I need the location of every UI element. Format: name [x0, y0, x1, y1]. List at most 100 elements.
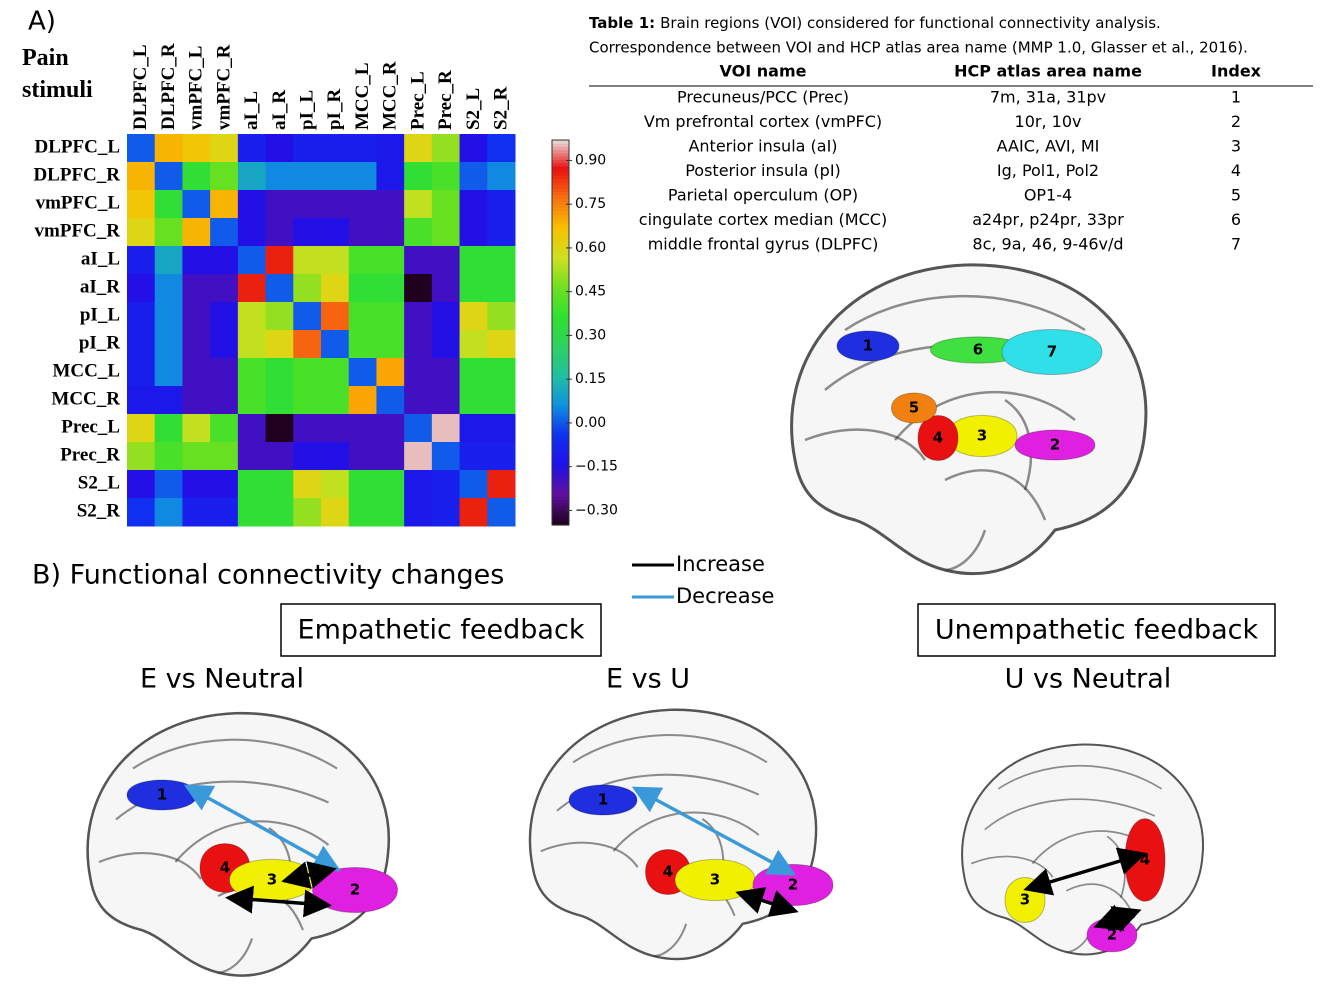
group-label: Empathetic feedback [298, 615, 585, 646]
colorbar-step [552, 178, 569, 183]
heatmap-cell [431, 414, 461, 443]
brain-contour [86, 711, 391, 977]
colorbar-step [552, 197, 569, 202]
region-number: 2 [1107, 926, 1117, 944]
heatmap-title: Pain stimuli [22, 45, 93, 103]
heatmap-cell [210, 358, 239, 387]
group-label: Unempathetic feedback [935, 615, 1259, 646]
heatmap-cell [321, 498, 350, 527]
connection-arrow [225, 885, 332, 918]
heatmap-cell [127, 414, 156, 443]
brain-sulcus [944, 529, 987, 572]
heatmap-cell [404, 246, 433, 275]
colorbar-tick-label: 0.30 [575, 327, 606, 343]
heatmap-cell [210, 302, 239, 331]
heatmap-cell [459, 498, 488, 527]
colorbar-step [552, 480, 569, 484]
brain-contour [961, 743, 1205, 956]
heatmap-cell [376, 442, 405, 471]
row-label: vmPFC_R [35, 220, 121, 241]
colorbar-step [552, 255, 569, 260]
heatmap-cell [487, 246, 516, 275]
connection-arrow [735, 887, 799, 917]
colorbar-step [552, 213, 569, 218]
heatmap-cell [459, 134, 488, 163]
column-label: MCC_L [352, 62, 373, 130]
heatmap-cell [348, 386, 377, 415]
colorbar-step [552, 306, 569, 311]
brain-region [1014, 429, 1096, 461]
colorbar-tick-label: 0.90 [575, 152, 606, 168]
panel-title: E vs U [606, 664, 690, 695]
heatmap-cell [265, 498, 294, 527]
heatmap-cell [210, 498, 239, 527]
colorbar-step [552, 168, 569, 173]
colorbar-step [552, 284, 569, 289]
table-cell: 3 [1231, 137, 1241, 156]
connection-arrow [1093, 904, 1142, 933]
row-label: pI_L [80, 304, 120, 325]
heatmap-cell [182, 134, 211, 163]
colorbar-step [552, 146, 569, 151]
colorbar-step [552, 377, 569, 382]
heatmap-cell [265, 218, 294, 247]
heatmap-cell [348, 358, 377, 387]
row-label: aI_R [80, 276, 120, 297]
heatmap-cell [487, 414, 516, 443]
row-label: Prec_L [61, 416, 120, 437]
colorbar-step [552, 194, 569, 199]
table-cell: 5 [1231, 186, 1241, 205]
table-caption-line: Correspondence between VOI and HCP atlas… [589, 39, 1248, 57]
heatmap-cell [487, 386, 516, 415]
colorbar-step [552, 383, 569, 388]
heatmap-cell [265, 414, 294, 443]
heatmap-cell [348, 134, 377, 163]
heatmap-cell [127, 470, 156, 499]
colorbar-step [552, 191, 569, 196]
colorbar-step [552, 310, 569, 314]
colorbar-step [552, 156, 569, 160]
legend-label: Decrease [676, 584, 774, 608]
heatmap-cell [154, 218, 183, 247]
heatmap-cell [154, 274, 183, 303]
heatmap-cell [376, 498, 405, 527]
colorbar-step [552, 332, 569, 337]
column-label: vmPFC_L [186, 46, 207, 130]
brain-contour [528, 708, 818, 961]
row-label: aI_L [81, 248, 120, 269]
colorbar-step [552, 245, 569, 250]
colorbar-step [552, 457, 569, 462]
heatmap-cell [348, 246, 377, 275]
heatmap-cell [321, 246, 350, 275]
column-label: S2_R [491, 86, 512, 130]
heatmap-cell [431, 134, 461, 163]
row-label: DLPFC_R [33, 164, 120, 185]
colorbar-step [552, 162, 569, 167]
heatmap-cell [293, 190, 322, 219]
heatmap-cell [182, 358, 211, 387]
colorbar-step [552, 454, 569, 459]
column-label: Prec_R [435, 70, 456, 130]
region-number: 4 [663, 863, 673, 881]
colorbar-step [552, 396, 569, 401]
heatmap-cell [487, 162, 516, 191]
brain-sulcus [572, 733, 768, 764]
heatmap-cell [210, 274, 239, 303]
region-number: 4 [933, 429, 943, 447]
table-cell: Ig, Pol1, Pol2 [997, 161, 1099, 180]
heatmap-cell [237, 414, 267, 443]
colorbar-tick-label: 0.60 [575, 240, 606, 256]
colorbar-step [552, 518, 569, 523]
heatmap-cell [348, 414, 377, 443]
colorbar-step [552, 140, 569, 144]
colorbar-step [552, 431, 569, 436]
table-cell: 10r, 10v [1015, 112, 1082, 131]
colorbar-step [552, 496, 569, 500]
row-label: Prec_R [60, 444, 120, 465]
colorbar-step [552, 220, 569, 225]
heatmap-cell [321, 386, 350, 415]
heatmap-cell [127, 162, 156, 191]
colorbar-step [552, 265, 569, 269]
brain-sulcus [540, 841, 639, 868]
heatmap-cell [376, 470, 405, 499]
